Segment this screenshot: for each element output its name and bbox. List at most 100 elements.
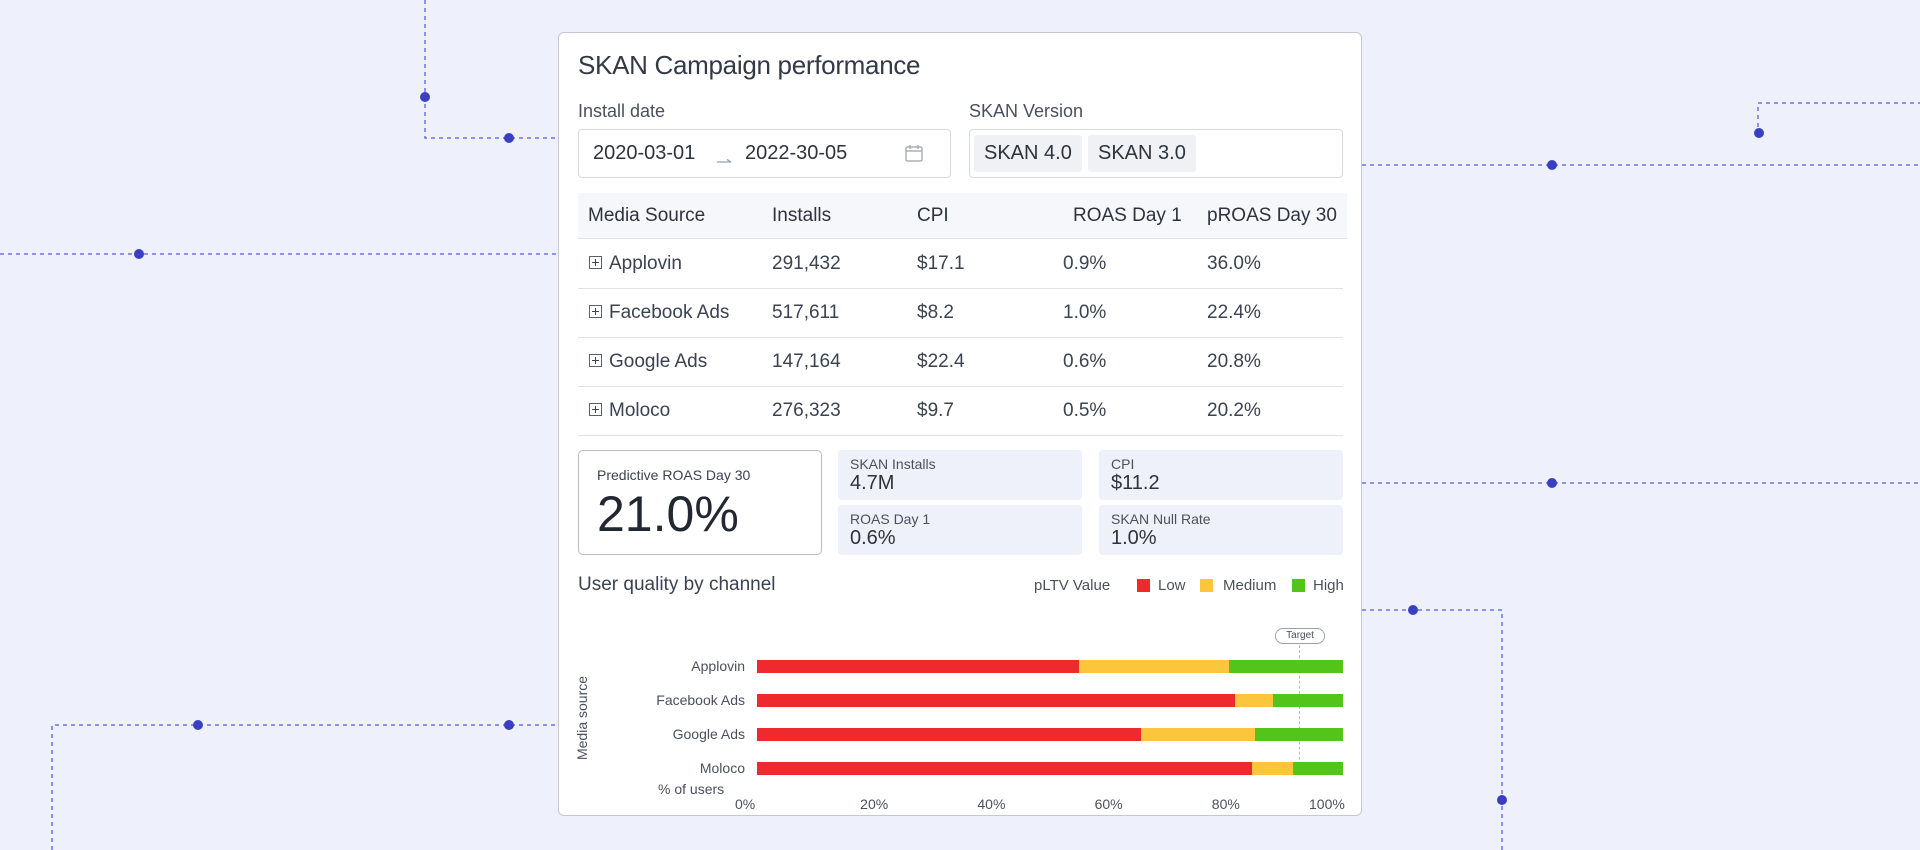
legend-label-medium: Medium [1223,577,1277,594]
category-label: Facebook Ads [656,692,745,708]
table-header: Media Source Installs CPI ROAS Day 1 pRO… [578,193,1347,239]
cell-roas-day1: 1.0% [1063,302,1107,323]
connector-dot [420,92,430,102]
predictive-roas-card: Predictive ROAS Day 30 21.0% [578,450,822,555]
bar-segment-high[interactable] [1255,728,1343,741]
cell-source: Google Ads [609,351,708,372]
bar-segment-low[interactable] [757,694,1235,707]
connector-dot [504,720,514,730]
category-label: Applovin [691,658,745,674]
bar-segment-low[interactable] [757,728,1141,741]
x-tick-label: 20% [860,796,889,812]
connector-dot [1547,160,1557,170]
expand-icon[interactable] [589,305,602,318]
cell-source: Applovin [609,253,682,274]
skan-version-label: SKAN Version [969,101,1084,121]
x-tick-label: 80% [1211,796,1240,812]
bar-segment-low[interactable] [757,660,1080,673]
cell-roas-day1: 0.9% [1063,253,1107,274]
col-cpi[interactable]: CPI [917,205,949,226]
x-tick-label: 100% [1309,796,1345,812]
bar-segment-low[interactable] [757,762,1253,775]
arrow-right-icon [717,152,733,170]
kpi-value: 4.7M [850,472,895,494]
cell-cpi: $9.7 [917,400,954,421]
kpi-value: $11.2 [1111,472,1160,494]
cell-cpi: $22.4 [917,351,965,372]
cell-cpi: $8.2 [917,302,954,323]
y-axis-label: Media source [574,675,590,761]
legend-title: pLTV Value [1034,577,1111,594]
category-label: Google Ads [672,726,745,742]
target-label: Target [1275,628,1326,644]
bar-segment-high[interactable] [1293,762,1343,775]
bar-segment-high[interactable] [1272,694,1343,707]
kpi-label: CPI [1111,456,1135,472]
x-tick-label: 0% [735,796,756,812]
skan-version-select[interactable]: SKAN 4.0 SKAN 3.0 [969,129,1343,178]
x-tick-label: 60% [1094,796,1123,812]
bar-segment-medium[interactable] [1079,660,1229,673]
bar-segment-medium[interactable] [1252,762,1294,775]
expand-icon[interactable] [589,403,602,416]
kpi-cpi: CPI $11.2 [1099,450,1343,500]
cell-roas-day1: 0.5% [1063,400,1107,421]
connector-dot [1547,478,1557,488]
connector-dot [1408,605,1418,615]
table-row[interactable]: Google Ads 147,164 $22.4 0.6% 20.8% [578,337,1343,387]
y-axis-label-box: Media source [562,673,602,763]
kpi-value: 0.6% [850,527,896,549]
x-axis-label: % of users [658,781,725,797]
legend-swatch-low [1137,579,1150,592]
table-row[interactable]: Facebook Ads 517,611 $8.2 1.0% 22.4% [578,288,1343,338]
bar-segment-medium[interactable] [1234,694,1273,707]
connector-dot [193,720,203,730]
skan-version-chip[interactable]: SKAN 3.0 [1088,135,1196,172]
kpi-null-rate: SKAN Null Rate 1.0% [1099,505,1343,555]
cell-installs: 147,164 [772,351,841,372]
col-media-source[interactable]: Media Source [588,205,706,226]
cell-source: Moloco [609,400,671,421]
connector-dot [504,133,514,143]
cell-installs: 517,611 [772,302,840,323]
bar-segment-medium[interactable] [1140,728,1256,741]
connector-dot [134,249,144,259]
table-row[interactable]: Applovin 291,432 $17.1 0.9% 36.0% [578,239,1343,289]
expand-icon[interactable] [589,256,602,269]
kpi-label: ROAS Day 1 [850,511,931,527]
cell-source: Facebook Ads [609,302,730,323]
table-row[interactable]: Moloco 276,323 $9.7 0.5% 20.2% [578,386,1343,436]
kpi-value: 1.0% [1111,527,1157,549]
campaign-performance-card: SKAN Campaign performance Install date 2… [558,32,1362,816]
plot-area: Target Applovin Facebook Ads Google Ads Molo… [656,628,1345,812]
legend-swatch-high [1292,579,1305,592]
category-label: Moloco [699,760,745,776]
connector-dot [1497,795,1507,805]
cell-proas-day30: 20.2% [1207,400,1261,421]
card-title: SKAN Campaign performance [578,50,921,80]
cell-cpi: $17.1 [917,253,965,274]
kpi-label: Predictive ROAS Day 30 [597,467,751,483]
chart-title: User quality by channel [578,574,776,595]
col-roas-day1[interactable]: ROAS Day 1 [1073,205,1182,226]
kpi-value: 21.0% [597,486,739,542]
calendar-icon[interactable] [905,144,923,167]
date-range-picker[interactable]: 2020-03-01 2022-30-05 [578,129,951,178]
connector-dot [1754,128,1764,138]
col-proas-day30[interactable]: pROAS Day 30 [1207,205,1337,226]
start-date[interactable]: 2020-03-01 [593,142,696,164]
install-date-label: Install date [578,101,666,121]
kpi-label: SKAN Null Rate [1111,511,1211,527]
cell-proas-day30: 36.0% [1207,253,1261,274]
cell-installs: 276,323 [772,400,841,421]
col-installs[interactable]: Installs [772,205,832,226]
skan-version-chip[interactable]: SKAN 4.0 [974,135,1082,172]
end-date[interactable]: 2022-30-05 [745,142,848,164]
cell-proas-day30: 20.8% [1207,351,1261,372]
kpi-label: SKAN Installs [850,456,936,472]
bar-segment-high[interactable] [1228,660,1343,673]
cell-roas-day1: 0.6% [1063,351,1107,372]
kpi-skan-installs: SKAN Installs 4.7M [838,450,1082,500]
expand-icon[interactable] [589,354,602,367]
kpi-roas-day1: ROAS Day 1 0.6% [838,505,1082,555]
